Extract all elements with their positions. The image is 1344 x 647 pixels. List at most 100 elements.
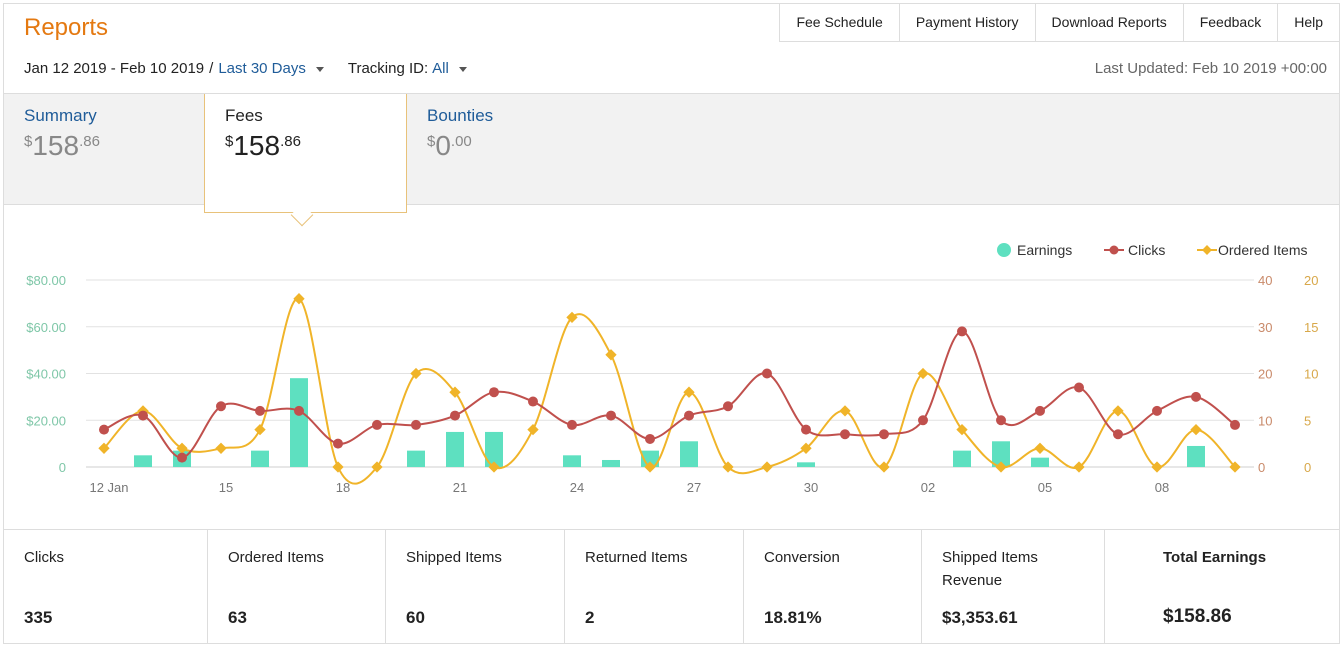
x-axis-tick-label: 02 <box>921 480 935 495</box>
ordered-items-point <box>878 461 890 473</box>
help-button[interactable]: Help <box>1294 14 1323 30</box>
stat-label: Total Earnings <box>1163 549 1267 566</box>
ordered-items-point <box>800 442 812 454</box>
report-tabs: Summary $158.86 Fees $158.86 Bounties $0… <box>4 93 1339 213</box>
earnings-bar <box>407 450 425 467</box>
tab-summary[interactable]: Summary $158.86 <box>4 94 204 204</box>
stat-value: 18.81% <box>764 608 822 627</box>
legend-earnings-marker <box>997 243 1011 257</box>
reports-panel: Reports Fee Schedule Payment History Dow… <box>3 3 1340 644</box>
ordered-items-point <box>1073 461 1085 473</box>
stat-label: Conversion <box>764 549 840 566</box>
x-axis-tick-label: 15 <box>219 480 233 495</box>
ordered-items-point <box>98 442 110 454</box>
stat-shipped-revenue: Shipped Items Revenue $3,353.61 <box>922 530 1105 644</box>
chevron-down-icon[interactable] <box>315 67 324 72</box>
ordered-items-point <box>761 461 773 473</box>
ordered-items-point <box>371 461 383 473</box>
ordered-items-point <box>254 423 266 436</box>
earnings-bar <box>1187 445 1205 467</box>
amount-cents: .86 <box>79 133 100 150</box>
clicks-point <box>684 410 694 421</box>
stat-label: Shipped Items <box>406 549 502 566</box>
tab-bounties[interactable]: Bounties $0.00 <box>407 94 607 204</box>
clicks-point <box>450 410 460 421</box>
earnings-chart: 0 0 0 $20.00 10 5 $40.00 20 10 $60.00 30 15 $80.00 40… <box>26 242 1318 495</box>
stat-ordered-items: Ordered Items 63 <box>208 530 386 644</box>
x-axis-tick-label: 05 <box>1038 480 1052 495</box>
legend-items-label: Ordered Items <box>1218 242 1307 258</box>
x-axis-tick-label: 27 <box>687 480 701 495</box>
download-reports-button[interactable]: Download Reports <box>1036 4 1184 41</box>
earnings-bar <box>953 450 971 467</box>
stat-clicks: Clicks 335 <box>4 530 208 644</box>
ordered-items-point <box>1112 405 1124 417</box>
date-preset-dropdown[interactable]: Last 30 Days <box>218 60 306 77</box>
left-axis-tick-label: $80.00 <box>26 273 66 288</box>
currency-symbol: $ <box>427 133 436 150</box>
left-axis-tick-label: $60.00 <box>26 320 66 335</box>
clicks-point <box>567 419 577 430</box>
right-axis-clicks-tick-label: 30 <box>1258 320 1272 335</box>
clicks-point <box>918 415 928 426</box>
ordered-items-point <box>1034 442 1046 454</box>
clicks-point <box>1191 391 1201 402</box>
clicks-point <box>528 396 538 407</box>
legend-earnings-label: Earnings <box>1017 242 1072 258</box>
tab-fees-amount: $158.86 <box>225 130 386 162</box>
earnings-bar <box>1031 457 1049 467</box>
earnings-bar <box>563 455 581 467</box>
right-axis-items-tick-label: 0 <box>1304 460 1311 475</box>
clicks-point <box>333 438 343 449</box>
tab-bounties-amount: $0.00 <box>427 130 587 162</box>
tracking-id-dropdown[interactable]: All <box>432 60 449 77</box>
tab-summary-label: Summary <box>24 106 97 125</box>
x-axis-tick-label: 18 <box>336 480 350 495</box>
earnings-bar <box>797 462 815 467</box>
earnings-bar <box>134 455 152 467</box>
currency-symbol: $ <box>24 133 33 150</box>
last-updated-text: Last Updated: Feb 10 2019 +00:00 <box>1094 60 1327 77</box>
fee-schedule-button[interactable]: Fee Schedule <box>780 4 900 41</box>
stat-label: Shipped Items Revenue <box>942 549 1038 589</box>
stat-conversion: Conversion 18.81% <box>744 530 922 644</box>
currency-symbol: $ <box>225 133 234 150</box>
ordered-items-point <box>410 367 422 380</box>
clicks-point <box>723 401 733 412</box>
clicks-point <box>138 410 148 421</box>
right-axis-items-tick-label: 5 <box>1304 413 1311 428</box>
earnings-bar <box>602 459 620 467</box>
clicks-point <box>801 424 811 435</box>
clicks-point <box>957 326 967 337</box>
ordered-items-point <box>1229 461 1241 473</box>
chevron-down-icon[interactable] <box>458 67 467 72</box>
clicks-point <box>255 405 265 416</box>
ordered-items-point <box>683 386 695 398</box>
stat-value: 63 <box>228 608 247 627</box>
payment-history-button[interactable]: Payment History <box>900 4 1036 41</box>
ordered-items-point <box>527 423 539 436</box>
ordered-items-point <box>917 367 929 380</box>
tab-fees[interactable]: Fees $158.86 <box>204 94 407 213</box>
amount-whole: 158 <box>233 130 281 161</box>
ordered-items-point <box>605 349 617 361</box>
clicks-point <box>1035 405 1045 416</box>
amount-whole: 158 <box>32 130 80 161</box>
x-axis-tick-label: 24 <box>570 480 584 495</box>
tracking-id-label: Tracking ID: <box>347 60 429 77</box>
clicks-point <box>1113 429 1123 440</box>
ordered-items-point <box>449 386 461 398</box>
amount-cents: .00 <box>450 133 472 150</box>
x-axis-tick-label: 12 Jan <box>89 480 128 495</box>
ordered-items-point <box>995 461 1007 473</box>
earnings-bar <box>680 441 698 467</box>
ordered-items-point <box>1190 423 1202 436</box>
right-axis-items-tick-label: 15 <box>1304 320 1318 335</box>
clicks-point <box>840 429 850 440</box>
feedback-button[interactable]: Feedback <box>1184 4 1279 41</box>
clicks-point <box>99 424 109 435</box>
date-separator: / <box>209 60 214 77</box>
x-axis-tick-label: 08 <box>1155 480 1169 495</box>
tab-fees-label: Fees <box>225 106 263 125</box>
earnings-bar <box>251 450 269 467</box>
